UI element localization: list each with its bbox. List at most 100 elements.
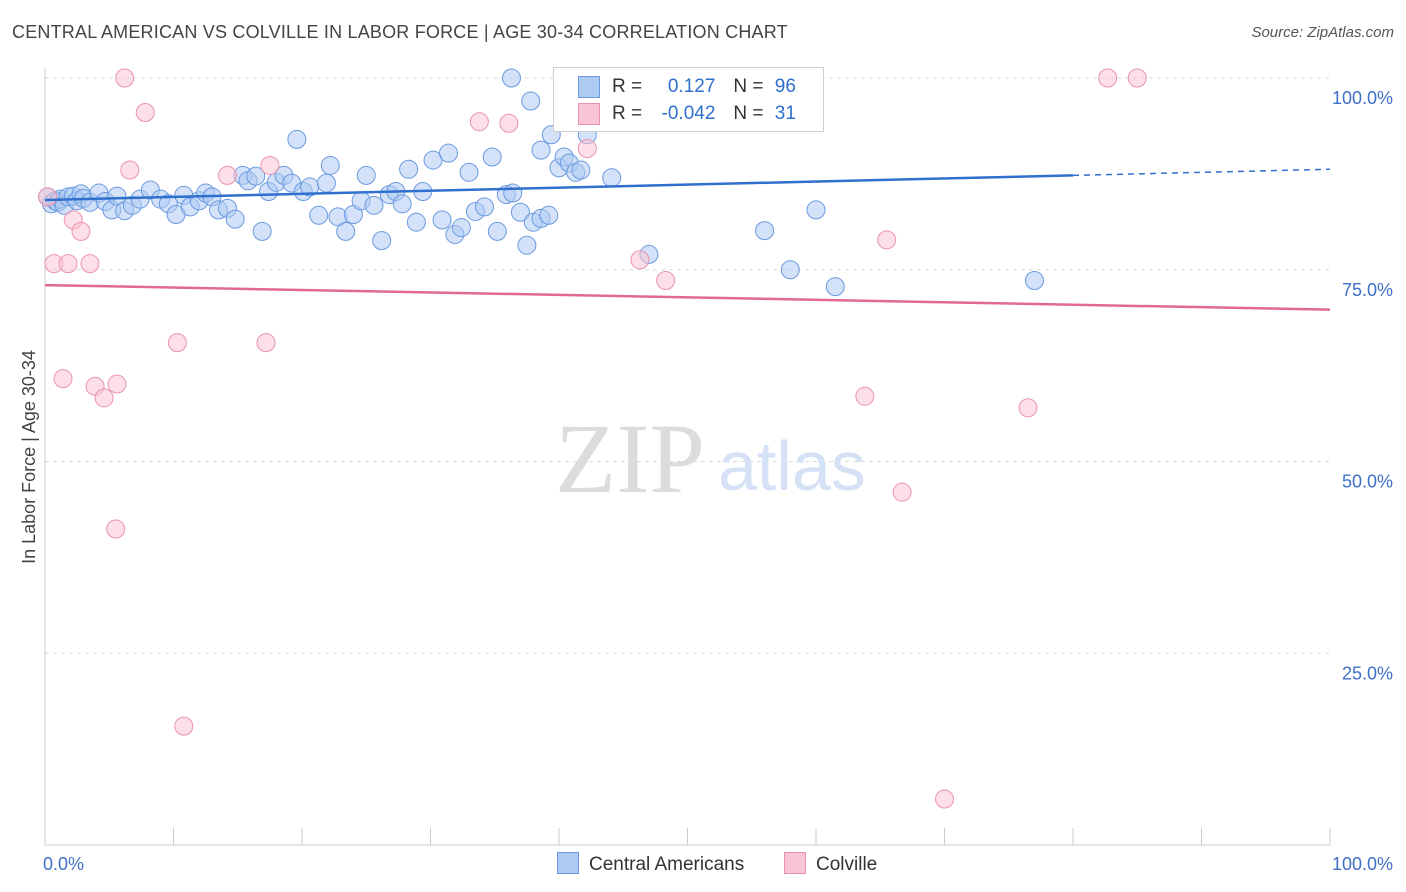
bottom-legend-label: Colville <box>816 854 878 875</box>
central-americans-point <box>392 194 412 214</box>
central-americans-point <box>399 159 419 179</box>
central-americans-point <box>487 221 507 241</box>
central-americans-point <box>531 140 551 160</box>
chart-title: CENTRAL AMERICAN VS COLVILLE IN LABOR FO… <box>12 22 788 42</box>
central-americans-point <box>438 143 458 163</box>
legend-r-value: 0.127 <box>667 76 716 98</box>
colville-point <box>892 482 912 502</box>
central-americans-point <box>474 197 494 217</box>
chart-source: Source: ZipAtlas.com <box>1251 24 1394 41</box>
central-americans-point <box>521 91 541 111</box>
colville-point <box>58 254 78 274</box>
central-americans-point <box>252 221 272 241</box>
central-americans-point <box>364 195 384 215</box>
x-tick-label-max: 100.0% <box>1332 854 1393 874</box>
colville-point <box>217 165 237 185</box>
central-americans-point <box>246 166 266 186</box>
legend-n-label: N = <box>733 76 764 98</box>
central-americans-point <box>501 68 521 88</box>
central-americans-point <box>406 212 426 232</box>
colville-point <box>1018 398 1038 418</box>
colville-point <box>80 254 100 274</box>
colville-point <box>935 789 954 809</box>
colville-point <box>877 230 897 250</box>
colville-point <box>469 112 489 132</box>
bottom-legend-colville: Colville <box>784 852 877 876</box>
central-americans-point <box>309 205 329 225</box>
legend-row-central-americans: R = 0.127 N = 96 <box>578 76 796 100</box>
watermark-zip: ZIP <box>555 403 705 514</box>
central-americans-point <box>107 186 127 206</box>
central-americans-point <box>755 221 775 241</box>
colville-point <box>577 139 597 159</box>
central-americans-point <box>1024 270 1044 290</box>
colville-point <box>499 113 519 133</box>
central-americans-point <box>320 155 340 175</box>
central-americans-point <box>287 129 307 149</box>
legend-swatch-pink <box>578 103 600 125</box>
y-tick-labels: 25.0% 50.0% 75.0% 100.0% <box>1332 88 1393 683</box>
colville-point <box>38 187 58 207</box>
central-americans-point <box>372 231 392 251</box>
colville-point <box>1127 68 1147 88</box>
colville-point <box>256 333 276 353</box>
colville-point <box>656 270 676 290</box>
colville-point <box>71 221 91 241</box>
legend-r-label: R = <box>612 103 643 125</box>
series-central-americans <box>38 68 1044 297</box>
legend-n-value: 31 <box>774 103 796 125</box>
colville-point <box>106 519 126 539</box>
bottom-legend-label: Central Americans <box>589 854 745 875</box>
colville-point <box>1098 68 1118 88</box>
central-americans-point <box>571 160 591 180</box>
bottom-legend-swatch-pink <box>784 852 806 874</box>
y-tick-label-100: 100.0% <box>1332 88 1393 108</box>
bottom-legend-swatch-blue <box>557 852 579 874</box>
colville-point <box>855 386 875 406</box>
central-americans-point <box>459 162 479 182</box>
central-americans-point <box>356 165 376 185</box>
central-americans-point <box>316 173 336 193</box>
trend-line-colville <box>44 283 1331 311</box>
colville-point <box>120 160 140 180</box>
central-americans-point <box>602 168 622 188</box>
central-americans-point <box>517 235 537 255</box>
legend-row-colville: R = -0.042 N = 31 <box>578 103 796 127</box>
grid-lines <box>45 77 1330 654</box>
legend-n-value: 96 <box>774 76 796 98</box>
legend-r-label: R = <box>612 76 643 98</box>
central-americans-point <box>225 209 245 229</box>
legend-swatch-blue <box>578 76 600 98</box>
central-americans-point <box>336 221 356 241</box>
central-americans-point <box>510 202 530 222</box>
y-tick-label-75: 75.0% <box>1342 280 1393 300</box>
central-americans-point <box>432 210 452 230</box>
y-tick-label-50: 50.0% <box>1342 472 1393 492</box>
central-americans-point <box>780 260 800 280</box>
colville-point <box>94 388 114 408</box>
series-colville <box>38 68 1147 809</box>
x-ticks <box>44 828 1331 845</box>
trend-lines <box>44 168 1331 311</box>
bottom-legend-central-americans: Central Americans <box>557 852 744 876</box>
y-tick-label-25: 25.0% <box>1342 663 1393 683</box>
watermark-atlas: atlas <box>718 427 866 505</box>
central-americans-point <box>539 205 559 225</box>
central-americans-point <box>451 218 471 238</box>
colville-point <box>167 333 187 353</box>
central-americans-point <box>482 147 502 167</box>
colville-point <box>115 68 135 88</box>
central-americans-point <box>806 200 826 220</box>
correlation-legend: R = 0.127 N = 96 R = -0.042 N = 31 <box>553 67 824 132</box>
legend-n-label: N = <box>733 103 764 125</box>
colville-point <box>630 250 650 270</box>
colville-point <box>53 369 73 389</box>
colville-point <box>260 155 280 175</box>
central-americans-point <box>825 277 845 297</box>
colville-point <box>174 716 194 736</box>
watermark: ZIP atlas <box>555 403 866 514</box>
trend-line-central-americans <box>44 174 1074 202</box>
colville-point <box>135 103 155 123</box>
y-axis-title: In Labor Force | Age 30-34 <box>19 350 39 564</box>
